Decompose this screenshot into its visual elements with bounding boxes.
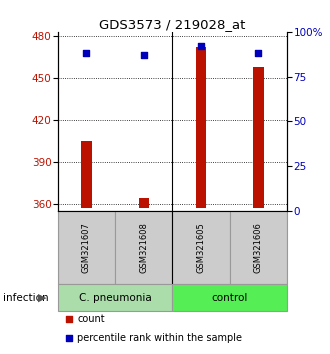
Bar bbox=[173, 211, 230, 284]
Bar bbox=[139, 199, 149, 208]
Point bbox=[67, 316, 72, 322]
Title: GDS3573 / 219028_at: GDS3573 / 219028_at bbox=[99, 18, 246, 31]
Text: percentile rank within the sample: percentile rank within the sample bbox=[77, 333, 242, 343]
Bar bbox=[58, 284, 173, 312]
Bar bbox=[253, 67, 264, 208]
Text: GSM321607: GSM321607 bbox=[82, 222, 91, 273]
Bar bbox=[115, 211, 173, 284]
Text: GSM321608: GSM321608 bbox=[139, 222, 148, 273]
Text: infection: infection bbox=[3, 292, 49, 303]
Text: count: count bbox=[77, 314, 105, 324]
Text: C. pneumonia: C. pneumonia bbox=[79, 292, 151, 303]
Bar bbox=[81, 141, 92, 208]
Text: GSM321605: GSM321605 bbox=[197, 222, 206, 273]
Point bbox=[198, 44, 204, 49]
Point bbox=[84, 51, 89, 56]
Text: ▶: ▶ bbox=[38, 292, 47, 303]
Text: GSM321606: GSM321606 bbox=[254, 222, 263, 273]
Point bbox=[67, 335, 72, 341]
Bar bbox=[196, 47, 206, 208]
Bar bbox=[173, 284, 287, 312]
Text: control: control bbox=[212, 292, 248, 303]
Bar bbox=[58, 211, 115, 284]
Point bbox=[256, 51, 261, 56]
Bar bbox=[230, 211, 287, 284]
Point bbox=[141, 52, 147, 58]
